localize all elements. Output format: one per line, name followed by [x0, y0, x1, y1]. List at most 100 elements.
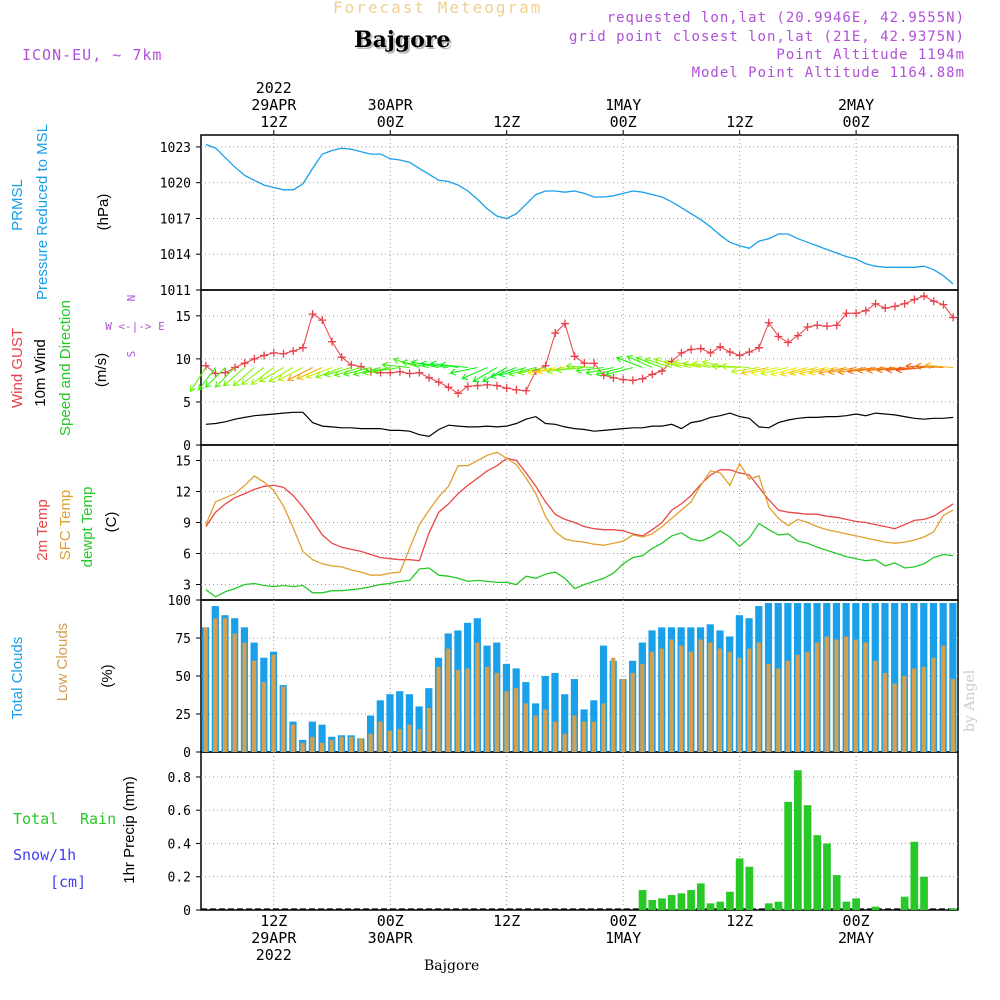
- rain-bar: [920, 876, 928, 910]
- wind-direction-arrowhead: [827, 368, 835, 376]
- y-tick-label: 15: [175, 455, 191, 470]
- top-time-label: 1MAY: [605, 96, 641, 114]
- model-label: ICON-EU, ~ 7km: [22, 46, 163, 64]
- wind-direction-arrowhead: [314, 372, 322, 379]
- wind-direction-arrowhead: [635, 356, 643, 363]
- total-cloud-bar: [386, 694, 394, 752]
- wind-gust-marker: [328, 337, 337, 346]
- low-cloud-bar: [349, 736, 354, 752]
- location-title: Bajgore: [354, 27, 451, 53]
- wind-direction-arrowhead: [808, 368, 816, 376]
- rain-bar: [638, 890, 647, 910]
- low-cloud-bar: [688, 651, 693, 752]
- low-cloud-bar: [242, 642, 247, 752]
- wind-gust-marker: [444, 383, 453, 392]
- top-time-label: 12Z: [493, 113, 520, 131]
- wind-direction-arrowhead: [817, 368, 825, 376]
- wind-direction-arrowhead: [222, 379, 230, 387]
- wind-direction-vector: [799, 366, 828, 375]
- wind-gust-marker: [871, 299, 880, 308]
- low-cloud-bar: [552, 721, 558, 752]
- pressure-label-prmsl: PRMSL: [9, 179, 26, 231]
- y-tick-label: 0: [183, 904, 191, 919]
- bottom-time-label: 12Z: [493, 912, 520, 930]
- wind-direction-arrowhead: [662, 359, 670, 367]
- bottom-time-label: 12Z: [260, 912, 287, 930]
- compass-we: W <-|-> E: [105, 320, 165, 333]
- low-cloud-bar: [902, 676, 907, 752]
- wind-direction-vector: [721, 365, 750, 369]
- low-cloud-bar: [543, 709, 548, 752]
- wind-direction-arrowhead: [517, 368, 525, 376]
- rain-bar: [813, 835, 822, 910]
- bottom-time-label: 29APR: [251, 929, 297, 947]
- rain-bar: [871, 906, 880, 910]
- wind-direction-vector: [315, 366, 342, 378]
- wind-direction-arrowhead: [644, 357, 652, 364]
- clouds-unit: (%): [99, 664, 116, 687]
- wind-direction-arrowhead: [789, 369, 796, 377]
- low-cloud-bar: [805, 651, 810, 752]
- wind-gust-marker: [405, 369, 414, 378]
- temp-sfc-label: SFC Temp: [57, 490, 74, 561]
- precip-rain-label: Rain: [80, 810, 116, 828]
- wind-direction-arrowhead: [769, 369, 777, 377]
- low-cloud-bar: [514, 688, 519, 752]
- rain-bar: [687, 890, 695, 910]
- wind-direction-arrowhead: [682, 360, 689, 368]
- bottom-time-label: 2MAY: [838, 929, 874, 947]
- wind-gust-marker: [463, 382, 472, 391]
- wind-direction-vector: [472, 367, 498, 382]
- wind-direction-arrowhead: [498, 370, 506, 378]
- wind-gust-marker: [395, 367, 404, 376]
- wind-direction-arrowhead: [847, 367, 854, 375]
- dewpoint-line: [205, 522, 954, 598]
- super-title: Forecast Meteogram: [333, 0, 543, 17]
- wind-gust-marker: [425, 373, 434, 382]
- wind-gust-marker: [852, 309, 861, 318]
- wind-direction-arrowhead: [429, 360, 437, 368]
- wind-gust-marker: [240, 359, 249, 368]
- pressure-label-msl: Pressure Reduced to MSL: [34, 124, 51, 300]
- rain-bar: [735, 858, 744, 910]
- y-tick-label: 12: [175, 486, 191, 501]
- wind-direction-arrowhead: [342, 369, 350, 377]
- wind-direction-arrowhead: [750, 368, 758, 376]
- wind-gust-marker: [638, 374, 647, 383]
- wind-gust-marker: [454, 389, 463, 398]
- low-cloud-bar: [717, 648, 723, 752]
- wind-gust-marker: [677, 348, 686, 357]
- precip-total-label: Total: [13, 810, 58, 828]
- low-cloud-bar: [504, 691, 509, 752]
- wind-gust-marker: [502, 384, 511, 393]
- wind-direction-arrowhead: [214, 381, 222, 388]
- wind-gust-marker: [939, 300, 948, 309]
- y-tick-label: 6: [183, 548, 191, 563]
- rain-bar: [803, 805, 812, 910]
- low-cloud-bar: [679, 645, 684, 752]
- wind-direction-vector: [818, 366, 847, 374]
- y-tick-label: 25: [175, 708, 191, 723]
- grid-point-coords: grid point closest lon,lat (21E, 42.9375…: [568, 29, 965, 45]
- low-cloud-bar: [407, 724, 412, 752]
- low-cloud-bar: [669, 639, 674, 752]
- wind-direction-vector: [450, 366, 478, 374]
- wind-direction-arrowhead: [565, 362, 572, 370]
- top-time-label: 2MAY: [838, 96, 874, 114]
- rain-bar: [900, 896, 909, 910]
- wind-direction-arrowhead: [296, 373, 304, 380]
- wind-direction-arrowhead: [575, 366, 583, 374]
- bottom-time-label: 00Z: [610, 912, 637, 930]
- low-cloud-bar: [271, 654, 276, 752]
- wind-gust-marker: [929, 297, 938, 306]
- low-cloud-bar: [339, 736, 344, 752]
- wind-direction-vector: [682, 362, 711, 369]
- wind-direction-arrowhead: [720, 362, 728, 370]
- wind-direction-arrowhead: [837, 368, 845, 376]
- low-cloud-bar: [698, 639, 703, 752]
- wind-direction-vector: [780, 366, 808, 376]
- wind-direction-vector: [482, 367, 507, 382]
- wind-direction-arrowhead: [866, 366, 873, 374]
- rain-bar: [764, 903, 773, 910]
- temp-sfc-line: [205, 451, 954, 576]
